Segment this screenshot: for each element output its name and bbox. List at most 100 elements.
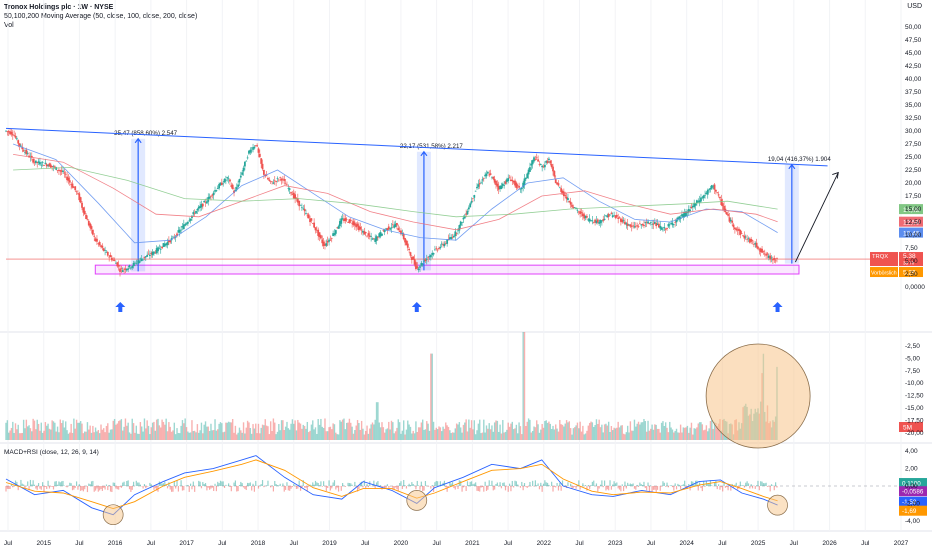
histogram-bar bbox=[183, 486, 185, 491]
histogram-bar bbox=[47, 480, 49, 486]
candle-body bbox=[248, 150, 250, 154]
histogram-bar bbox=[245, 486, 247, 491]
histogram-bar bbox=[299, 486, 302, 491]
histogram-bar bbox=[143, 484, 146, 486]
candle-body bbox=[461, 222, 463, 223]
candle-body bbox=[309, 218, 311, 223]
candle-body bbox=[132, 263, 135, 267]
histogram-bar bbox=[576, 485, 579, 486]
candle-body bbox=[736, 229, 739, 231]
histogram-bar bbox=[337, 486, 340, 492]
x-tick-label: 2019 bbox=[322, 540, 337, 547]
volume-bar bbox=[582, 425, 584, 440]
volume-bar bbox=[709, 421, 712, 440]
candle-body bbox=[720, 199, 723, 206]
histogram-bar bbox=[731, 483, 733, 486]
volume-bar bbox=[666, 427, 668, 440]
volume-bar bbox=[158, 425, 161, 440]
candle-body bbox=[239, 175, 242, 178]
volume-bar bbox=[420, 422, 423, 440]
volume-bar bbox=[312, 420, 314, 440]
volume-bar bbox=[54, 422, 56, 440]
volume-bar bbox=[127, 422, 129, 440]
candle-body bbox=[649, 222, 652, 224]
candle-body bbox=[322, 241, 325, 246]
volume-bar bbox=[517, 433, 519, 440]
histogram-bar bbox=[420, 481, 422, 486]
volume-bar bbox=[191, 420, 193, 440]
histogram-bar bbox=[462, 486, 465, 488]
volume-bar bbox=[484, 432, 486, 440]
indicator-title: MACD+RSI (close, 12, 26, 9, 14) bbox=[4, 449, 99, 456]
histogram-bar bbox=[248, 483, 250, 486]
candle-body bbox=[405, 240, 408, 246]
volume-bar bbox=[50, 429, 52, 440]
histogram-bar bbox=[73, 486, 75, 490]
histogram-bar bbox=[659, 486, 661, 491]
candle-body bbox=[693, 203, 696, 208]
histogram-bar bbox=[485, 486, 488, 491]
volume-bar bbox=[150, 427, 152, 440]
histogram-bar bbox=[670, 485, 672, 486]
candle-body bbox=[698, 200, 701, 203]
volume-bar bbox=[702, 430, 705, 440]
histogram-bar bbox=[312, 482, 314, 486]
candle-body bbox=[473, 195, 476, 198]
volume-bar bbox=[622, 433, 625, 440]
volume-bar bbox=[685, 427, 687, 440]
candle-body bbox=[258, 153, 261, 158]
x-tick-label: Jul bbox=[718, 540, 727, 547]
price-tick-label: 47,50 bbox=[905, 37, 922, 44]
volume-bar bbox=[595, 419, 598, 440]
histogram-bar bbox=[145, 486, 147, 489]
histogram-bar bbox=[75, 481, 78, 486]
candle-body bbox=[421, 263, 424, 265]
histogram-bar bbox=[617, 486, 619, 489]
histogram-bar bbox=[411, 482, 413, 486]
volume-bar bbox=[276, 431, 279, 440]
candle-body bbox=[626, 223, 629, 226]
volume-bar bbox=[394, 431, 397, 440]
volume-bar bbox=[9, 430, 11, 440]
volume-bar bbox=[71, 432, 74, 440]
candle-body bbox=[371, 238, 374, 240]
histogram-bar bbox=[314, 480, 317, 486]
candle-body bbox=[120, 268, 123, 269]
measurement-label: 25,47 (858,60%) 2.547 bbox=[114, 130, 178, 137]
volume-bar bbox=[392, 422, 394, 440]
histogram-bar bbox=[621, 484, 623, 486]
candle-body bbox=[74, 186, 77, 191]
volume-bar bbox=[443, 428, 446, 440]
histogram-bar bbox=[126, 481, 128, 486]
volume-bar bbox=[21, 432, 23, 440]
candle-body bbox=[71, 183, 74, 188]
highlight-circle bbox=[406, 490, 428, 511]
histogram-bar bbox=[628, 484, 630, 486]
candle-body bbox=[292, 192, 295, 199]
volume-bar bbox=[138, 433, 140, 440]
histogram-bar bbox=[374, 486, 376, 489]
ma-value-label: 12,56 bbox=[903, 220, 920, 227]
candle-body bbox=[52, 166, 55, 167]
histogram-bar bbox=[108, 485, 110, 486]
indicator-tick-label: 0,00 bbox=[905, 483, 918, 490]
histogram-bar bbox=[188, 486, 190, 492]
histogram-bar bbox=[652, 486, 655, 490]
histogram-bar bbox=[74, 486, 76, 488]
volume-bar bbox=[629, 421, 632, 440]
histogram-bar bbox=[468, 485, 470, 486]
volume-bar bbox=[462, 424, 465, 440]
candle-body bbox=[261, 163, 264, 170]
candle-body bbox=[553, 171, 556, 177]
volume-bar bbox=[583, 434, 585, 440]
histogram-bar bbox=[575, 486, 577, 489]
volume-bar bbox=[584, 433, 587, 440]
volume-bar bbox=[565, 420, 568, 440]
candle-body bbox=[476, 186, 478, 189]
volume-bar bbox=[511, 421, 513, 440]
candle-body bbox=[508, 177, 511, 179]
histogram-bar bbox=[54, 481, 56, 486]
volume-bar bbox=[176, 428, 178, 440]
histogram-bar bbox=[608, 486, 610, 491]
